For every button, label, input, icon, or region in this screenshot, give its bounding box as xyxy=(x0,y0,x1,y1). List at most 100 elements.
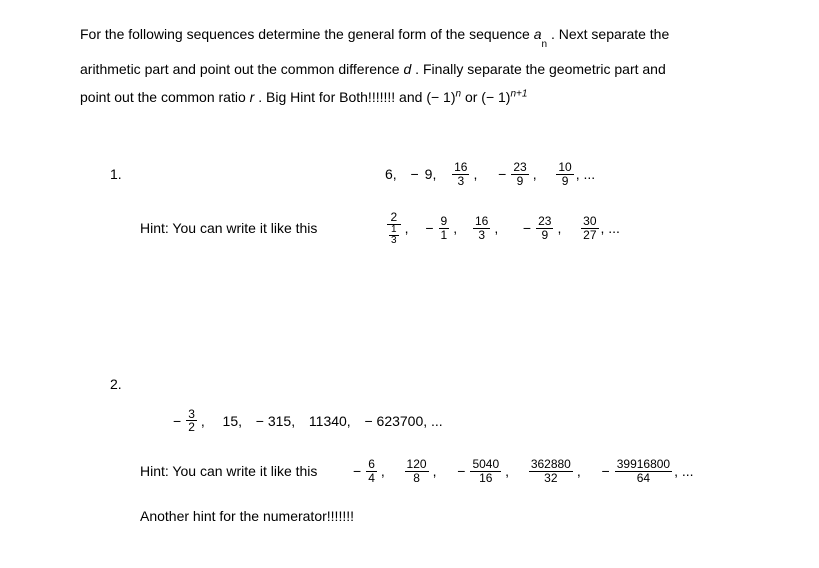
p1-h1-frac: 2 1 3 xyxy=(387,211,401,246)
p1-h3-num: 16 xyxy=(473,215,490,229)
comma: , xyxy=(577,463,581,479)
p1-h2-num: 9 xyxy=(439,215,450,229)
intro-text-2a: arithmetic part and point out the common… xyxy=(80,61,403,77)
p2-h1-num: 6 xyxy=(366,458,377,472)
p1-t1: 6, xyxy=(385,166,397,182)
p1-t4-frac: 23 9 xyxy=(511,161,528,187)
p1-h2-frac: 9 1 xyxy=(439,215,450,241)
p1-dots: , ... xyxy=(576,166,595,182)
p1-h4-num: 23 xyxy=(536,215,553,229)
p1-t4-den: 9 xyxy=(511,175,528,188)
comma: , xyxy=(201,413,205,429)
p2-h4-den: 32 xyxy=(529,472,573,485)
p1-t3-frac: 16 3 xyxy=(452,161,469,187)
p2-s2: 15, xyxy=(223,413,242,429)
p2-s4: 11340, xyxy=(309,413,351,429)
p2-hint-dots: , ... xyxy=(674,463,693,479)
p1-h1-den-den: 3 xyxy=(389,236,399,246)
var-r: r xyxy=(250,89,255,105)
p2-h2-den: 8 xyxy=(405,472,429,485)
problem-1: 1. 6, − 9, 16 3 , − 23 9 , xyxy=(110,161,779,246)
p1-seq-row: 1. 6, − 9, 16 3 , − 23 9 , xyxy=(110,161,779,187)
p2-s1-num: 3 xyxy=(186,408,197,422)
p1-h5-frac: 30 27 xyxy=(581,215,598,241)
comma: , xyxy=(533,166,537,182)
intro-text-3a: point out the common ratio xyxy=(80,89,250,105)
comma: , xyxy=(473,166,477,182)
p2-h5-frac: 39916800 64 xyxy=(615,458,672,484)
p2-s5: − 623700, ... xyxy=(364,413,442,429)
p1-t5-den: 9 xyxy=(556,175,573,188)
p2-h5-minus: − xyxy=(602,463,610,479)
p1-h1-den: 1 3 xyxy=(387,225,401,246)
intro-paragraph: For the following sequences determine th… xyxy=(80,20,779,111)
p1-h5-num: 30 xyxy=(581,215,598,229)
var-d: d xyxy=(403,61,411,77)
p1-hint-sequence: 2 1 3 , − 9 1 , 16 3 xyxy=(385,211,620,246)
p2-h5-num: 39916800 xyxy=(615,458,672,472)
comma: , xyxy=(494,220,498,236)
p2-h3-num: 5040 xyxy=(470,458,501,472)
p2-h5-den: 64 xyxy=(615,472,672,485)
p2-h3-minus: − xyxy=(457,463,465,479)
p1-hint-row: Hint: You can write it like this 2 1 3 ,… xyxy=(110,211,779,246)
p2-s1-minus: − xyxy=(173,413,181,429)
p2-h2-frac: 120 8 xyxy=(405,458,429,484)
p2-seq-row: − 3 2 , 15, − 315, 11340, − 623700, ... xyxy=(140,408,779,434)
p1-h2-den: 1 xyxy=(439,229,450,242)
p2-another-hint-row: Another hint for the numerator!!!!!!! xyxy=(110,508,779,524)
p1-t2-minus: − xyxy=(410,166,418,182)
page: For the following sequences determine th… xyxy=(0,0,819,568)
p1-number: 1. xyxy=(110,166,140,182)
hint-expr-left: (− 1) xyxy=(426,89,455,105)
p1-t5-num: 10 xyxy=(556,161,573,175)
p2-sequence: − 3 2 , 15, − 315, 11340, − 623700, ... xyxy=(170,408,449,434)
var-a-subscript: n xyxy=(542,39,548,50)
p1-h3-frac: 16 3 xyxy=(473,215,490,241)
p1-h4-minus: − xyxy=(523,220,531,236)
comma: , xyxy=(405,220,409,236)
p1-h2-minus: − xyxy=(425,220,433,236)
comma: , xyxy=(381,463,385,479)
p2-h1-den: 4 xyxy=(366,472,377,485)
intro-text-2b: . Finally separate the geometric part an… xyxy=(415,61,666,77)
p1-h4-den: 9 xyxy=(536,229,553,242)
p2-s1-frac: 3 2 xyxy=(186,408,197,434)
p2-hint-sequence: − 6 4 , 120 8 , − 5040 16 , 3 xyxy=(350,458,694,484)
var-a: a xyxy=(534,26,542,42)
p2-h3-frac: 5040 16 xyxy=(470,458,501,484)
p2-num-row: 2. xyxy=(110,376,779,392)
p1-hint-label: Hint: You can write it like this xyxy=(140,220,385,236)
hint-expr-right: (− 1) xyxy=(481,89,510,105)
intro-text-1: For the following sequences determine th… xyxy=(80,26,534,42)
p2-h3-den: 16 xyxy=(470,472,501,485)
intro-text-1b: . Next separate the xyxy=(551,26,669,42)
p1-t3-num: 16 xyxy=(452,161,469,175)
p2-h4-frac: 362880 32 xyxy=(529,458,573,484)
p1-h3-den: 3 xyxy=(473,229,490,242)
p2-hint-label: Hint: You can write it like this xyxy=(140,463,350,479)
p1-sequence: 6, − 9, 16 3 , − 23 9 , 10 9 xyxy=(385,161,595,187)
p2-h1-frac: 6 4 xyxy=(366,458,377,484)
sup-n1: n+1 xyxy=(510,88,527,99)
p1-h1-den-frac: 1 3 xyxy=(389,225,399,246)
p2-another-hint: Another hint for the numerator!!!!!!! xyxy=(140,508,354,524)
problem-2: 2. − 3 2 , 15, − 315, 11340, − 623700, .… xyxy=(110,376,779,524)
p1-t4-minus: − xyxy=(498,166,506,182)
p1-hint-dots: , ... xyxy=(601,220,620,236)
p1-t5-frac: 10 9 xyxy=(556,161,573,187)
p2-number: 2. xyxy=(110,376,140,392)
intro-text-3b: . Big Hint for Both!!!!!!! and xyxy=(258,89,426,105)
hint-or: or xyxy=(465,89,481,105)
p1-t3-den: 3 xyxy=(452,175,469,188)
comma: , xyxy=(453,220,457,236)
p2-s1-den: 2 xyxy=(186,421,197,434)
p2-h1-minus: − xyxy=(353,463,361,479)
p1-h4-frac: 23 9 xyxy=(536,215,553,241)
comma: , xyxy=(505,463,509,479)
p1-t2: 9, xyxy=(425,166,437,182)
p1-h5-den: 27 xyxy=(581,229,598,242)
p2-hint-row: Hint: You can write it like this − 6 4 ,… xyxy=(110,458,779,484)
p1-h1-num: 2 xyxy=(387,211,401,225)
p1-t4-num: 23 xyxy=(511,161,528,175)
